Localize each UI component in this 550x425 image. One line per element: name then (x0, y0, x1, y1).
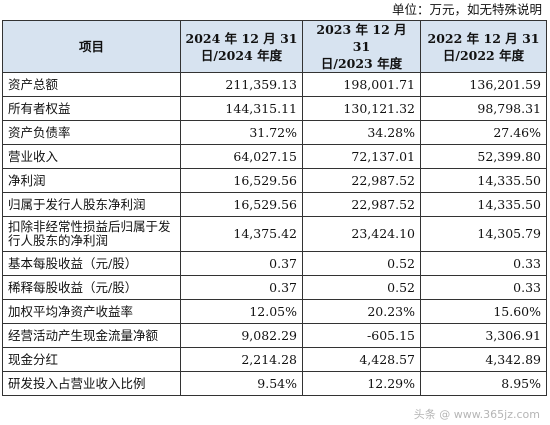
header-2024-line1: 2024 年 12 月 31 (185, 30, 298, 46)
cell-2022: 27.46% (420, 120, 547, 145)
cell-2023: 0.52 (302, 251, 421, 276)
row-label: 资产总额 (2, 72, 181, 97)
cell-2024: 16,529.56 (180, 168, 303, 193)
cell-2023: 20.23% (302, 299, 421, 324)
header-2024-line2: 日/2024 年度 (200, 47, 283, 63)
cell-2023: 4,428.57 (302, 347, 421, 372)
header-2023: 2023 年 12 月 31 日/2023 年度 (302, 20, 421, 73)
cell-2022: 14,335.50 (420, 168, 547, 193)
cell-2024: 0.37 (180, 275, 303, 300)
row-label: 研发投入占营业收入比例 (2, 371, 181, 396)
cell-2022: 98,798.31 (420, 96, 547, 121)
cell-2023: 0.52 (302, 275, 421, 300)
cell-2024: 14,375.42 (180, 216, 303, 252)
header-2022: 2022 年 12 月 31 日/2022 年度 (420, 20, 547, 73)
cell-2022: 14,335.50 (420, 192, 547, 217)
table-row: 归属于发行人股东净利润 16,529.56 22,987.52 14,335.5… (2, 192, 547, 217)
header-item: 项目 (2, 20, 181, 73)
cell-2024: 16,529.56 (180, 192, 303, 217)
cell-2022: 0.33 (420, 251, 547, 276)
cell-2024: 144,315.11 (180, 96, 303, 121)
table-row: 经营活动产生现金流量净额 9,082.29 -605.15 3,306.91 (2, 323, 547, 348)
table-row: 资产总额 211,359.13 198,001.71 136,201.59 (2, 72, 547, 97)
header-2023-line1: 2023 年 12 月 31 (316, 22, 407, 54)
cell-2022: 3,306.91 (420, 323, 547, 348)
watermark: 头条 @ www.365jz.com (413, 408, 540, 421)
header-2023-line2: 日/2023 年度 (320, 56, 403, 71)
cell-2023: 198,001.71 (302, 72, 421, 97)
cell-2023: 22,987.52 (302, 168, 421, 193)
cell-2023: 22,987.52 (302, 192, 421, 217)
cell-2023: -605.15 (302, 323, 421, 348)
cell-2024: 2,214.28 (180, 347, 303, 372)
unit-note: 单位：万元，如无特殊说明 (391, 2, 542, 17)
table-row: 现金分红 2,214.28 4,428.57 4,342.89 (2, 347, 547, 372)
row-label: 净利润 (2, 168, 181, 193)
cell-2022: 136,201.59 (420, 72, 547, 97)
table-row: 所有者权益 144,315.11 130,121.32 98,798.31 (2, 96, 547, 121)
table-row: 净利润 16,529.56 22,987.52 14,335.50 (2, 168, 547, 193)
cell-2024: 0.37 (180, 251, 303, 276)
cell-2024: 12.05% (180, 299, 303, 324)
row-label: 加权平均净资产收益率 (2, 299, 181, 324)
cell-2022: 4,342.89 (420, 347, 547, 372)
cell-2022: 15.60% (420, 299, 547, 324)
row-label: 经营活动产生现金流量净额 (2, 323, 181, 348)
cell-2024: 64,027.15 (180, 144, 303, 169)
header-2022-line1: 2022 年 12 月 31 (427, 30, 540, 46)
table-row: 基本每股收益（元/股） 0.37 0.52 0.33 (2, 251, 547, 276)
table-header-row: 项目 2024 年 12 月 31 日/2024 年度 2023 年 12 月 … (2, 20, 547, 73)
cell-2023: 12.29% (302, 371, 421, 396)
cell-2024: 9.54% (180, 371, 303, 396)
header-2022-line2: 日/2022 年度 (442, 47, 525, 63)
cell-2023: 130,121.32 (302, 96, 421, 121)
cell-2024: 211,359.13 (180, 72, 303, 97)
table-row: 资产负债率 31.72% 34.28% 27.46% (2, 120, 547, 145)
row-label: 扣除非经常性损益后归属于发行人股东的净利润 (2, 216, 181, 252)
row-label: 现金分红 (2, 347, 181, 372)
table-row: 扣除非经常性损益后归属于发行人股东的净利润 14,375.42 23,424.1… (2, 216, 547, 252)
cell-2022: 8.95% (420, 371, 547, 396)
row-label: 营业收入 (2, 144, 181, 169)
row-label: 基本每股收益（元/股） (2, 251, 181, 276)
row-label: 归属于发行人股东净利润 (2, 192, 181, 217)
cell-2023: 34.28% (302, 120, 421, 145)
cell-2022: 14,305.79 (420, 216, 547, 252)
row-label: 资产负债率 (2, 120, 181, 145)
financial-data-table: 项目 2024 年 12 月 31 日/2024 年度 2023 年 12 月 … (2, 20, 547, 396)
cell-2023: 72,137.01 (302, 144, 421, 169)
cell-2022: 0.33 (420, 275, 547, 300)
row-label: 稀释每股收益（元/股） (2, 275, 181, 300)
table-row: 研发投入占营业收入比例 9.54% 12.29% 8.95% (2, 371, 547, 396)
table-row: 加权平均净资产收益率 12.05% 20.23% 15.60% (2, 299, 547, 324)
table-row: 营业收入 64,027.15 72,137.01 52,399.80 (2, 144, 547, 169)
row-label: 所有者权益 (2, 96, 181, 121)
header-2024: 2024 年 12 月 31 日/2024 年度 (180, 20, 303, 73)
table-row: 稀释每股收益（元/股） 0.37 0.52 0.33 (2, 275, 547, 300)
cell-2024: 9,082.29 (180, 323, 303, 348)
cell-2022: 52,399.80 (420, 144, 547, 169)
cell-2023: 23,424.10 (302, 216, 421, 252)
cell-2024: 31.72% (180, 120, 303, 145)
